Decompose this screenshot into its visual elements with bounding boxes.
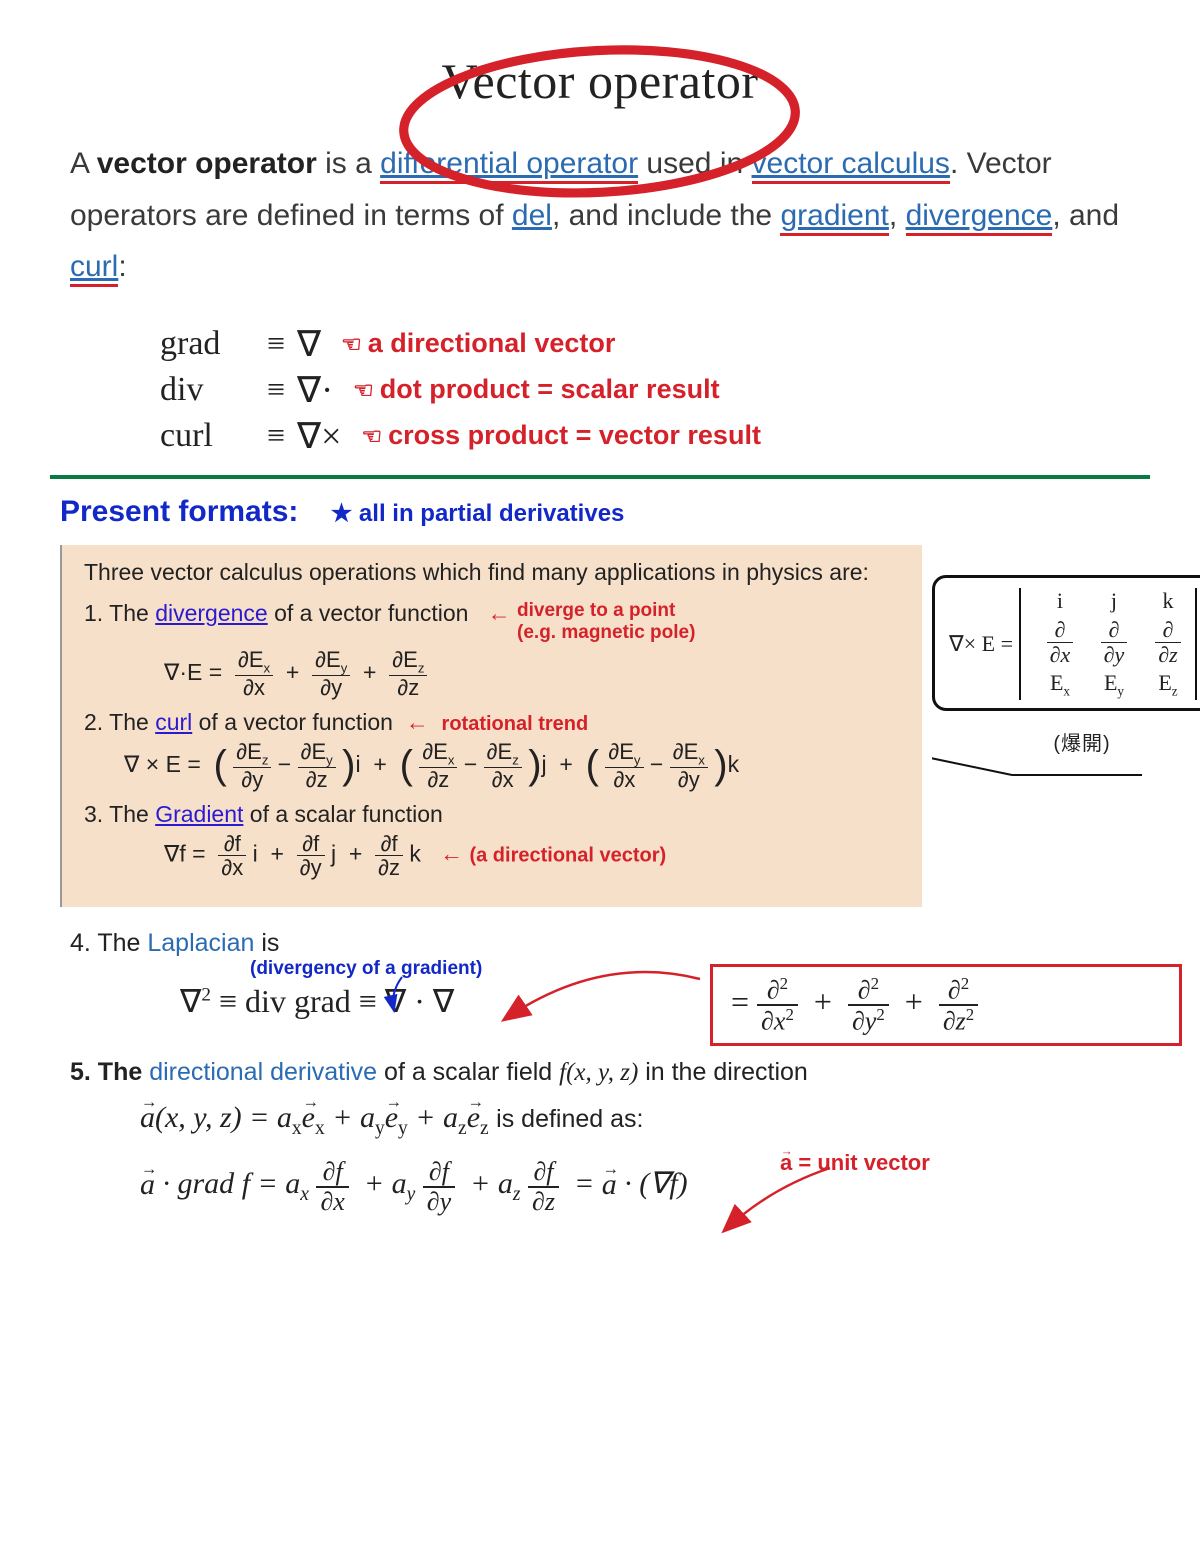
op-grad: grad ≡ ∇ ☜a directional vector — [160, 323, 1140, 365]
formula-curl: ∇ × E = ( ∂Ez∂y − ∂Ey∂z )i + ( ∂Ex∂z − ∂… — [124, 740, 904, 791]
formula-gradient: ∇f = ∂f∂x i + ∂f∂y j + ∂f∂z k ← (a direc… — [164, 832, 904, 879]
arrow-left-icon: ← — [440, 841, 463, 867]
note-curl: ☜cross product = vector result — [361, 420, 761, 451]
term-laplacian: Laplacian — [147, 929, 254, 957]
title-block: Vector operator — [60, 46, 1140, 116]
link-curl-2[interactable]: curl — [155, 709, 192, 735]
link-gradient[interactable]: gradient — [780, 199, 888, 236]
item-1: 1. The divergence of a vector function ←… — [84, 600, 904, 644]
operator-definitions: grad ≡ ∇ ☜a directional vector div ≡ ∇· … — [160, 323, 1140, 457]
determinant-box: ∇× E = i j k ∂∂x ∂∂y ∂∂z Ex Ey Ez — [932, 575, 1200, 711]
item-2: 2. The curl of a vector function ← rotat… — [84, 709, 904, 736]
intro-prefix: A — [70, 147, 97, 180]
determinant-aside: ∇× E = i j k ∂∂x ∂∂y ∂∂z Ex Ey Ez — [932, 575, 1200, 756]
present-note: ★ all in partial derivatives — [331, 500, 625, 527]
item-5: 5. The directional derivative of a scala… — [70, 1058, 1140, 1215]
expand-label: (爆開) — [932, 727, 1200, 756]
unit-vector-note: a = unit vector — [780, 1148, 930, 1177]
directional-derivative-eq: a · grad f = ax ∂f∂x + ay ∂f∂y + az ∂f∂z… — [140, 1158, 1140, 1215]
present-formats-header: Present formats: ★ all in partial deriva… — [60, 495, 1140, 529]
note-div: ☜dot product = scalar result — [353, 374, 719, 405]
op-div: div ≡ ∇· ☜dot product = scalar result — [160, 369, 1140, 411]
link-vector-calculus[interactable]: vector calculus — [752, 147, 950, 184]
link-curl[interactable]: curl — [70, 250, 118, 287]
formula-divergence: ∇·E = ∂Ex∂x + ∂Ey∂y + ∂Ez∂z — [164, 648, 904, 699]
arrow-left-icon: ← — [488, 600, 511, 626]
item-4: 4. The Laplacian is (divergency of a gra… — [70, 929, 1140, 1020]
link-differential-operator[interactable]: differential operator — [380, 147, 638, 184]
section-divider — [50, 475, 1150, 479]
det-label: ∇× E = — [949, 631, 1013, 657]
panel-lead: Three vector calculus operations which f… — [84, 557, 904, 588]
link-del[interactable]: del — [512, 199, 552, 232]
laplacian-box: = ∂2∂x2 + ∂2∂y2 + ∂2∂z2 — [710, 964, 1182, 1046]
page-title: Vector operator — [411, 46, 788, 116]
title-text: Vector operator — [441, 53, 758, 109]
pointing-hand-icon: ☜ — [353, 377, 374, 404]
direction-vector-eq: a(x, y, z) = axex + ayey + azez is defin… — [140, 1101, 1140, 1140]
items-after: 4. The Laplacian is (divergency of a gra… — [60, 929, 1140, 1215]
link-divergence-2[interactable]: divergence — [155, 600, 268, 626]
link-gradient-2[interactable]: Gradient — [155, 801, 243, 827]
intro-paragraph: A vector operator is a differential oper… — [70, 138, 1130, 293]
arrow-left-icon: ← — [406, 709, 429, 735]
term-directional-derivative: directional derivative — [149, 1058, 377, 1086]
present-label: Present formats: — [60, 495, 298, 528]
op-curl: curl ≡ ∇× ☜cross product = vector result — [160, 415, 1140, 457]
note-grad: ☜a directional vector — [341, 328, 615, 359]
pointing-hand-icon: ☜ — [341, 331, 362, 358]
operations-panel: Three vector calculus operations which f… — [60, 545, 922, 908]
intro-bold: vector operator — [97, 147, 317, 180]
item-3: 3. The Gradient of a scalar function — [84, 801, 904, 828]
link-divergence[interactable]: divergence — [906, 199, 1053, 236]
pointing-hand-icon: ☜ — [361, 423, 382, 450]
